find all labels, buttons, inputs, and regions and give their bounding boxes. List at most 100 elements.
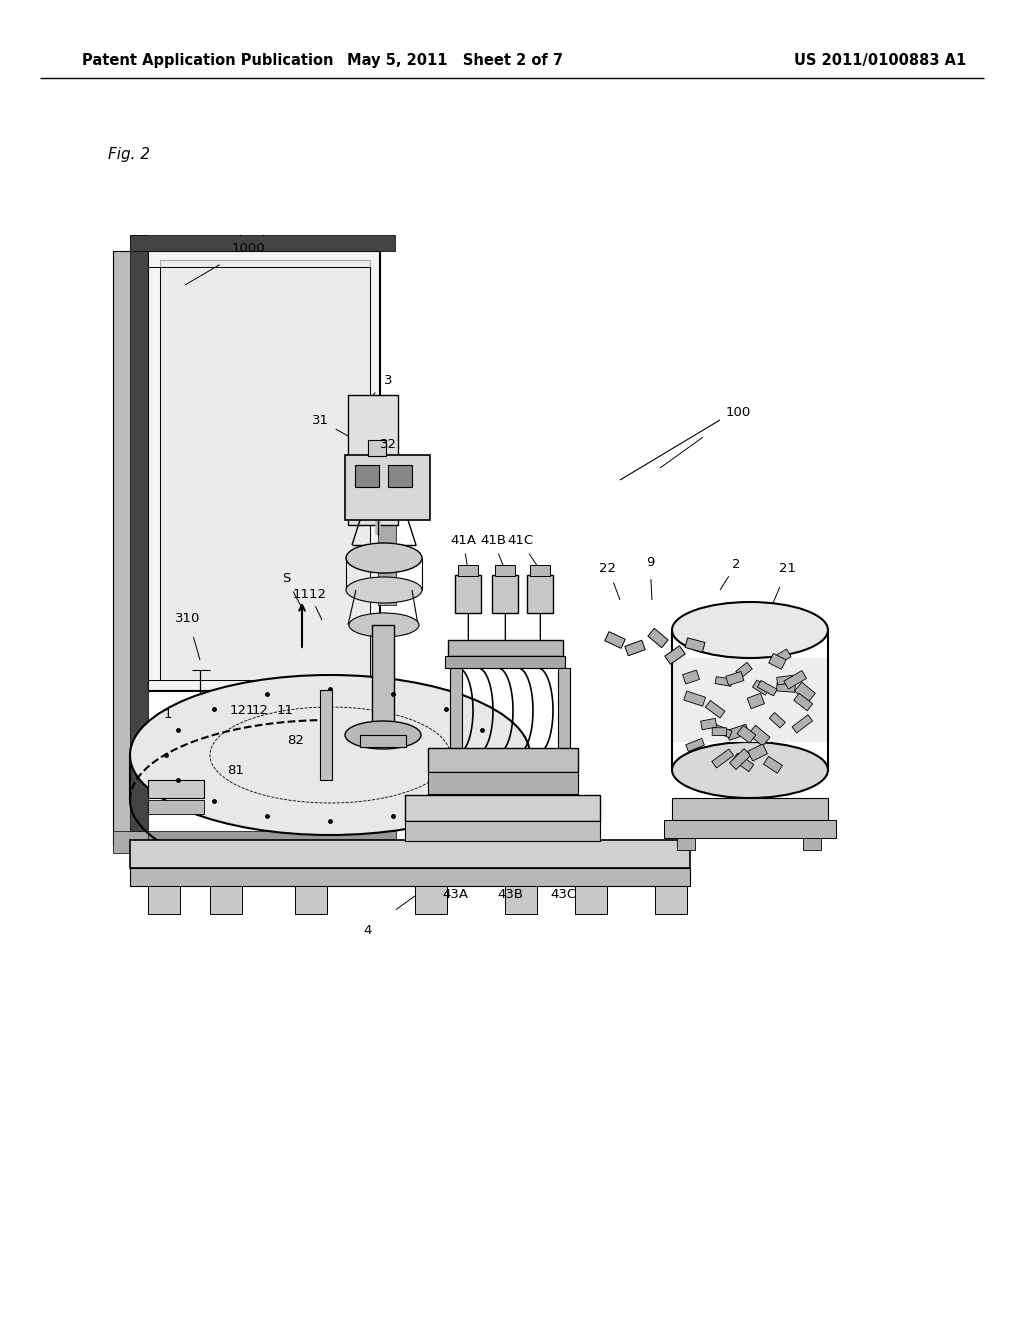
FancyBboxPatch shape (714, 725, 732, 738)
Text: 43B: 43B (497, 888, 523, 902)
Bar (345, 455, 430, 520)
Bar (360, 735, 406, 747)
Bar (368, 440, 386, 455)
Bar (428, 772, 578, 795)
FancyBboxPatch shape (736, 663, 753, 678)
Text: 4: 4 (364, 924, 372, 936)
Bar (406, 795, 600, 821)
FancyBboxPatch shape (749, 725, 770, 746)
Bar (492, 576, 518, 612)
Bar (130, 832, 396, 845)
Bar (130, 840, 690, 869)
Text: 21: 21 (779, 561, 797, 574)
FancyBboxPatch shape (726, 725, 749, 741)
Bar (495, 565, 515, 576)
FancyBboxPatch shape (625, 640, 645, 656)
Bar (445, 656, 565, 668)
FancyBboxPatch shape (686, 738, 705, 751)
Text: S: S (282, 572, 290, 585)
Bar (160, 260, 370, 680)
Bar (664, 820, 836, 838)
Text: 1000: 1000 (231, 242, 265, 255)
FancyBboxPatch shape (776, 682, 796, 692)
Text: May 5, 2011   Sheet 2 of 7: May 5, 2011 Sheet 2 of 7 (347, 53, 563, 67)
Text: 310: 310 (175, 611, 201, 624)
Ellipse shape (346, 543, 422, 573)
Text: Patent Application Publication: Patent Application Publication (82, 53, 334, 67)
FancyBboxPatch shape (777, 676, 794, 685)
Bar (348, 395, 398, 525)
FancyBboxPatch shape (748, 744, 767, 760)
FancyBboxPatch shape (783, 671, 807, 689)
FancyBboxPatch shape (706, 701, 725, 718)
Bar (672, 799, 828, 820)
FancyBboxPatch shape (732, 754, 754, 772)
FancyBboxPatch shape (794, 693, 813, 710)
Bar (449, 640, 563, 656)
Bar (803, 838, 821, 850)
Bar (655, 886, 687, 913)
Text: 1112: 1112 (293, 589, 327, 602)
Bar (450, 668, 462, 748)
FancyBboxPatch shape (769, 713, 785, 727)
Text: 3: 3 (384, 374, 392, 387)
Text: 2: 2 (732, 558, 740, 572)
Text: 41B: 41B (480, 533, 506, 546)
Bar (558, 668, 570, 748)
Text: 43C: 43C (550, 888, 577, 902)
Bar (672, 657, 828, 742)
Ellipse shape (346, 577, 422, 603)
Ellipse shape (672, 742, 828, 799)
Bar (319, 690, 332, 780)
Bar (415, 886, 447, 913)
FancyBboxPatch shape (684, 692, 706, 706)
FancyBboxPatch shape (683, 671, 699, 684)
Bar (372, 624, 394, 735)
FancyBboxPatch shape (712, 748, 733, 768)
Bar (130, 235, 148, 845)
Bar (575, 886, 607, 913)
Bar (113, 251, 131, 845)
Bar (148, 251, 380, 690)
Bar (428, 748, 578, 772)
Text: 1: 1 (164, 709, 172, 722)
Text: 81: 81 (227, 763, 245, 776)
Ellipse shape (349, 612, 419, 638)
Text: 41A: 41A (450, 533, 476, 546)
Ellipse shape (345, 721, 421, 748)
Bar (455, 576, 481, 612)
Text: 11: 11 (276, 704, 294, 717)
Bar (677, 838, 695, 850)
Bar (295, 886, 327, 913)
FancyBboxPatch shape (748, 693, 765, 709)
FancyBboxPatch shape (726, 672, 743, 685)
FancyBboxPatch shape (685, 638, 705, 652)
Bar (113, 832, 148, 853)
Bar (148, 780, 204, 799)
Bar (378, 395, 396, 605)
Bar (355, 465, 379, 487)
Ellipse shape (130, 675, 530, 836)
FancyBboxPatch shape (772, 649, 792, 665)
Text: 22: 22 (599, 561, 616, 574)
Bar (458, 565, 478, 576)
Text: 31: 31 (311, 413, 329, 426)
Text: 12: 12 (252, 704, 268, 717)
FancyBboxPatch shape (729, 748, 751, 770)
Bar (210, 886, 242, 913)
FancyBboxPatch shape (769, 653, 786, 669)
Text: 121: 121 (229, 704, 255, 717)
Text: 100: 100 (725, 405, 751, 418)
FancyBboxPatch shape (753, 680, 770, 696)
FancyBboxPatch shape (665, 645, 685, 664)
Text: 43A: 43A (442, 888, 468, 902)
FancyBboxPatch shape (737, 726, 756, 743)
FancyBboxPatch shape (792, 714, 813, 733)
FancyBboxPatch shape (605, 632, 626, 648)
Bar (130, 235, 395, 251)
FancyBboxPatch shape (795, 682, 815, 702)
FancyBboxPatch shape (712, 727, 727, 735)
FancyBboxPatch shape (715, 677, 732, 686)
FancyBboxPatch shape (764, 756, 782, 774)
Ellipse shape (672, 602, 828, 657)
